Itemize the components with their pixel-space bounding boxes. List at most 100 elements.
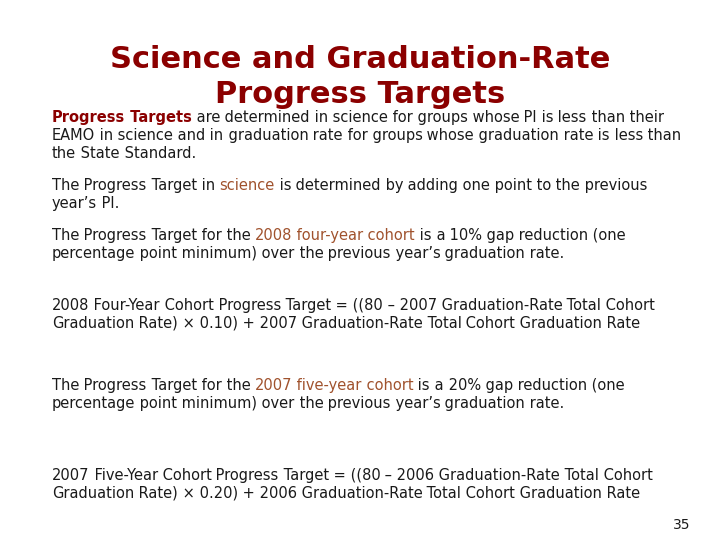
Text: the: the xyxy=(294,246,323,261)
Text: previous: previous xyxy=(580,178,647,193)
Text: reduction: reduction xyxy=(514,228,588,243)
Text: 2007: 2007 xyxy=(52,468,89,483)
Text: Progress: Progress xyxy=(214,298,281,313)
Text: cohort: cohort xyxy=(364,228,415,243)
Text: year’s: year’s xyxy=(52,196,97,211)
Text: groups: groups xyxy=(413,110,467,125)
Text: percentage: percentage xyxy=(52,396,135,411)
Text: Target: Target xyxy=(281,298,331,313)
Text: one: one xyxy=(458,178,490,193)
Text: Progress: Progress xyxy=(212,468,279,483)
Text: Graduation: Graduation xyxy=(516,486,602,501)
Text: graduation: graduation xyxy=(441,246,526,261)
Text: a: a xyxy=(430,378,444,393)
Text: 10%: 10% xyxy=(445,228,482,243)
Text: a: a xyxy=(431,228,445,243)
Text: cohort: cohort xyxy=(361,378,413,393)
Text: The: The xyxy=(52,378,79,393)
Text: 0.10): 0.10) xyxy=(195,316,238,331)
Text: is: is xyxy=(415,228,431,243)
Text: EAMO: EAMO xyxy=(52,128,95,143)
Text: are: are xyxy=(192,110,220,125)
Text: Graduation: Graduation xyxy=(516,316,602,331)
Text: Cohort: Cohort xyxy=(160,298,214,313)
Text: the: the xyxy=(294,396,323,411)
Text: Graduation-Rate: Graduation-Rate xyxy=(297,486,423,501)
Text: for: for xyxy=(343,128,368,143)
Text: adding: adding xyxy=(403,178,458,193)
Text: rate: rate xyxy=(559,128,593,143)
Text: 0.20): 0.20) xyxy=(195,486,238,501)
Text: than: than xyxy=(587,110,625,125)
Text: percentage: percentage xyxy=(52,246,135,261)
Text: ×: × xyxy=(178,486,195,501)
Text: Cohort: Cohort xyxy=(462,486,516,501)
Text: (one: (one xyxy=(588,228,626,243)
Text: is: is xyxy=(413,378,430,393)
Text: 2007: 2007 xyxy=(255,316,297,331)
Text: +: + xyxy=(238,316,255,331)
Text: Four-Year: Four-Year xyxy=(89,298,160,313)
Text: +: + xyxy=(238,486,255,501)
Text: for: for xyxy=(197,228,222,243)
Text: four-year: four-year xyxy=(292,228,364,243)
Text: less: less xyxy=(554,110,587,125)
Text: science: science xyxy=(220,178,275,193)
Text: State: State xyxy=(76,146,120,160)
Text: Progress: Progress xyxy=(52,110,125,125)
Text: previous: previous xyxy=(323,246,391,261)
Text: Graduation-Rate: Graduation-Rate xyxy=(434,468,560,483)
Text: Cohort: Cohort xyxy=(158,468,212,483)
Text: science: science xyxy=(113,128,174,143)
Text: Target: Target xyxy=(147,178,197,193)
Text: 20%: 20% xyxy=(444,378,481,393)
Text: in: in xyxy=(95,128,113,143)
Text: reduction: reduction xyxy=(513,378,587,393)
Text: Standard.: Standard. xyxy=(120,146,196,160)
Text: the: the xyxy=(552,178,580,193)
Text: point: point xyxy=(135,246,177,261)
Text: gap: gap xyxy=(481,378,513,393)
Text: Graduation-Rate: Graduation-Rate xyxy=(297,316,423,331)
Text: in: in xyxy=(310,110,328,125)
Text: Progress: Progress xyxy=(79,228,147,243)
Text: Target: Target xyxy=(279,468,329,483)
Text: –: – xyxy=(380,468,392,483)
Text: graduation: graduation xyxy=(441,396,526,411)
Text: 2007: 2007 xyxy=(395,298,437,313)
Text: the: the xyxy=(52,146,76,160)
Text: minimum): minimum) xyxy=(177,246,257,261)
Text: Rate): Rate) xyxy=(134,316,178,331)
Text: The: The xyxy=(52,178,79,193)
Text: =: = xyxy=(329,468,346,483)
Text: science: science xyxy=(328,110,388,125)
Text: Rate: Rate xyxy=(602,316,640,331)
Text: by: by xyxy=(381,178,403,193)
Text: for: for xyxy=(388,110,413,125)
Text: Five-Year: Five-Year xyxy=(89,468,158,483)
Text: Cohort: Cohort xyxy=(599,468,653,483)
Text: 2007: 2007 xyxy=(255,378,292,393)
Text: less: less xyxy=(610,128,643,143)
Text: graduation: graduation xyxy=(474,128,559,143)
Text: gap: gap xyxy=(482,228,514,243)
Text: over: over xyxy=(257,396,294,411)
Text: whose: whose xyxy=(423,128,474,143)
Text: point: point xyxy=(135,396,177,411)
Text: 35: 35 xyxy=(672,518,690,532)
Text: their: their xyxy=(625,110,664,125)
Text: Progress: Progress xyxy=(79,378,147,393)
Text: 2008: 2008 xyxy=(52,298,89,313)
Text: Targets: Targets xyxy=(125,110,192,125)
Text: in: in xyxy=(205,128,224,143)
Text: groups: groups xyxy=(368,128,423,143)
Text: is: is xyxy=(593,128,610,143)
Text: in: in xyxy=(197,178,215,193)
Text: point: point xyxy=(490,178,532,193)
Text: Graduation: Graduation xyxy=(52,316,134,331)
Text: is: is xyxy=(537,110,554,125)
Text: (one: (one xyxy=(587,378,624,393)
Text: previous: previous xyxy=(323,396,391,411)
Text: Progress Targets: Progress Targets xyxy=(215,80,505,109)
Text: =: = xyxy=(331,298,348,313)
